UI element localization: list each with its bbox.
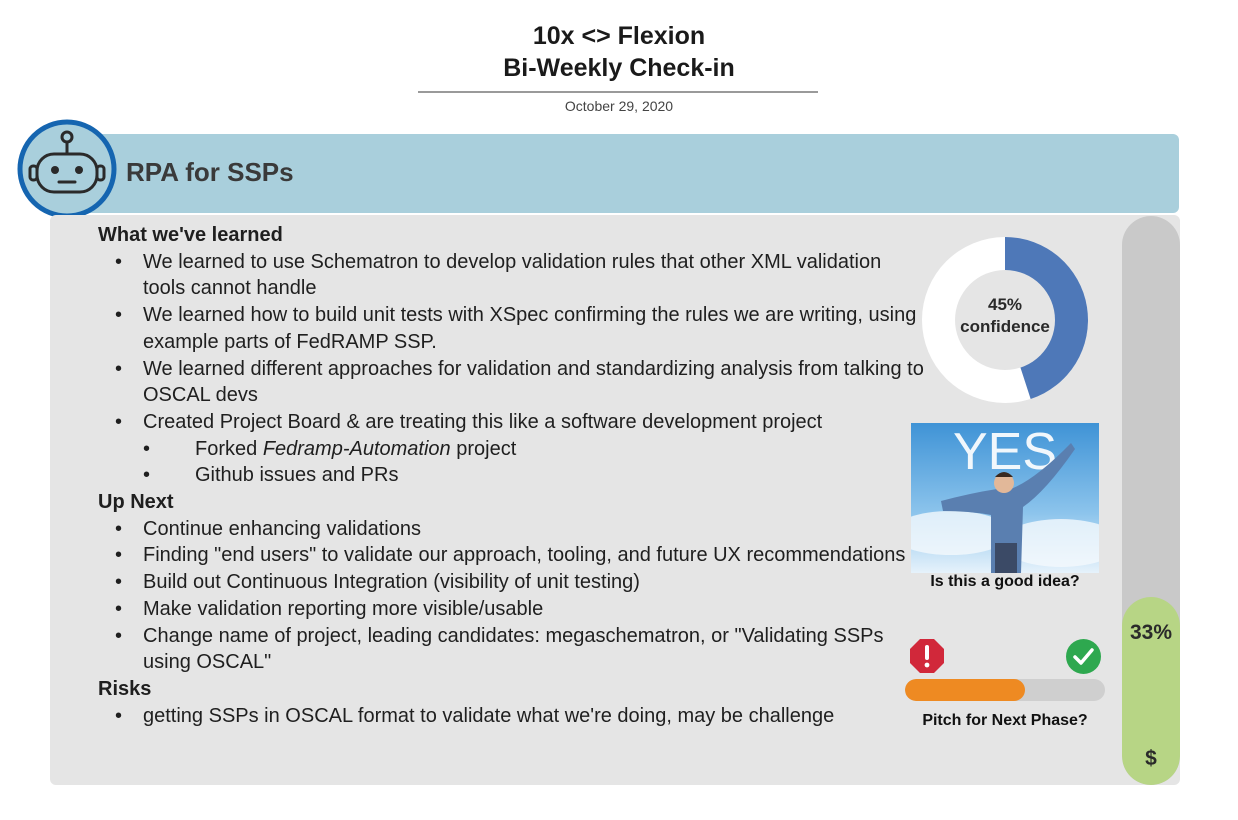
sub-item-prefix: Forked <box>195 437 263 460</box>
sub-item-suffix: project <box>450 437 517 460</box>
yes-meme-image: YES <box>911 423 1099 573</box>
list-item: Make validation reporting more visible/u… <box>98 596 928 623</box>
header-divider <box>418 91 818 93</box>
date-label: October 29, 2020 <box>564 98 674 114</box>
alert-icon <box>910 639 944 673</box>
donut-hole <box>955 270 1055 370</box>
title-line-1: 10x <> Flexion <box>532 22 706 50</box>
list-item: We learned to use Schematron to develop … <box>98 249 928 302</box>
project-name: Fedramp-Automation <box>262 437 451 460</box>
check-icon <box>1066 639 1101 674</box>
list-item: Build out Continuous Integration (visibi… <box>98 569 928 596</box>
upnext-list: Continue enhancing validations Finding "… <box>98 516 928 676</box>
list-item-text: Created Project Board & are treating thi… <box>143 410 823 433</box>
confidence-text: confidence <box>960 317 1050 336</box>
list-item: Change name of project, leading candidat… <box>98 623 928 676</box>
sub-list-item: Forked Fedramp-Automation project <box>143 436 928 463</box>
budget-progress-bar <box>1122 216 1180 785</box>
learned-heading: What we've learned <box>98 224 283 246</box>
list-item: We learned different approaches for vali… <box>98 356 928 409</box>
risks-list: getting SSPs in OSCAL format to validate… <box>98 703 928 730</box>
sub-list: Forked Fedramp-Automation project Github… <box>143 436 928 489</box>
budget-percent-label: 33% <box>1129 621 1173 644</box>
section-banner <box>52 134 1179 213</box>
list-item: getting SSPs in OSCAL format to validate… <box>98 703 973 730</box>
dollar-symbol: $ <box>1145 747 1157 770</box>
notes-content: What we've learned We learned to use Sch… <box>98 222 928 729</box>
sub-list-item: Github issues and PRs <box>143 462 928 489</box>
pitch-progress-fill <box>905 679 1025 701</box>
section-title: RPA for SSPs <box>126 157 294 187</box>
pitch-progress-bar <box>905 679 1105 701</box>
meme-text: YES <box>953 423 1057 481</box>
meme-caption: Is this a good idea? <box>930 573 1080 590</box>
title-line-2: Bi-Weekly Check-in <box>503 54 735 82</box>
list-item: We learned how to build unit tests with … <box>98 302 928 355</box>
robot-icon <box>17 119 117 219</box>
confidence-label: 45% confidence <box>945 294 1065 338</box>
budget-progress-fill <box>1122 597 1180 785</box>
list-item: Created Project Board & are treating thi… <box>98 409 928 489</box>
list-item: Continue enhancing validations <box>98 516 928 543</box>
risks-heading: Risks <box>98 677 152 700</box>
list-item: Finding "end users" to validate our appr… <box>98 542 928 569</box>
confidence-donut <box>922 237 1088 403</box>
learned-list: We learned to use Schematron to develop … <box>98 249 928 489</box>
upnext-heading: Up Next <box>98 491 174 514</box>
pitch-caption: Pitch for Next Phase? <box>922 712 1088 729</box>
page-title: 10x <> Flexion Bi-Weekly Check-in <box>0 20 1238 84</box>
confidence-value: 45% <box>987 295 1023 314</box>
